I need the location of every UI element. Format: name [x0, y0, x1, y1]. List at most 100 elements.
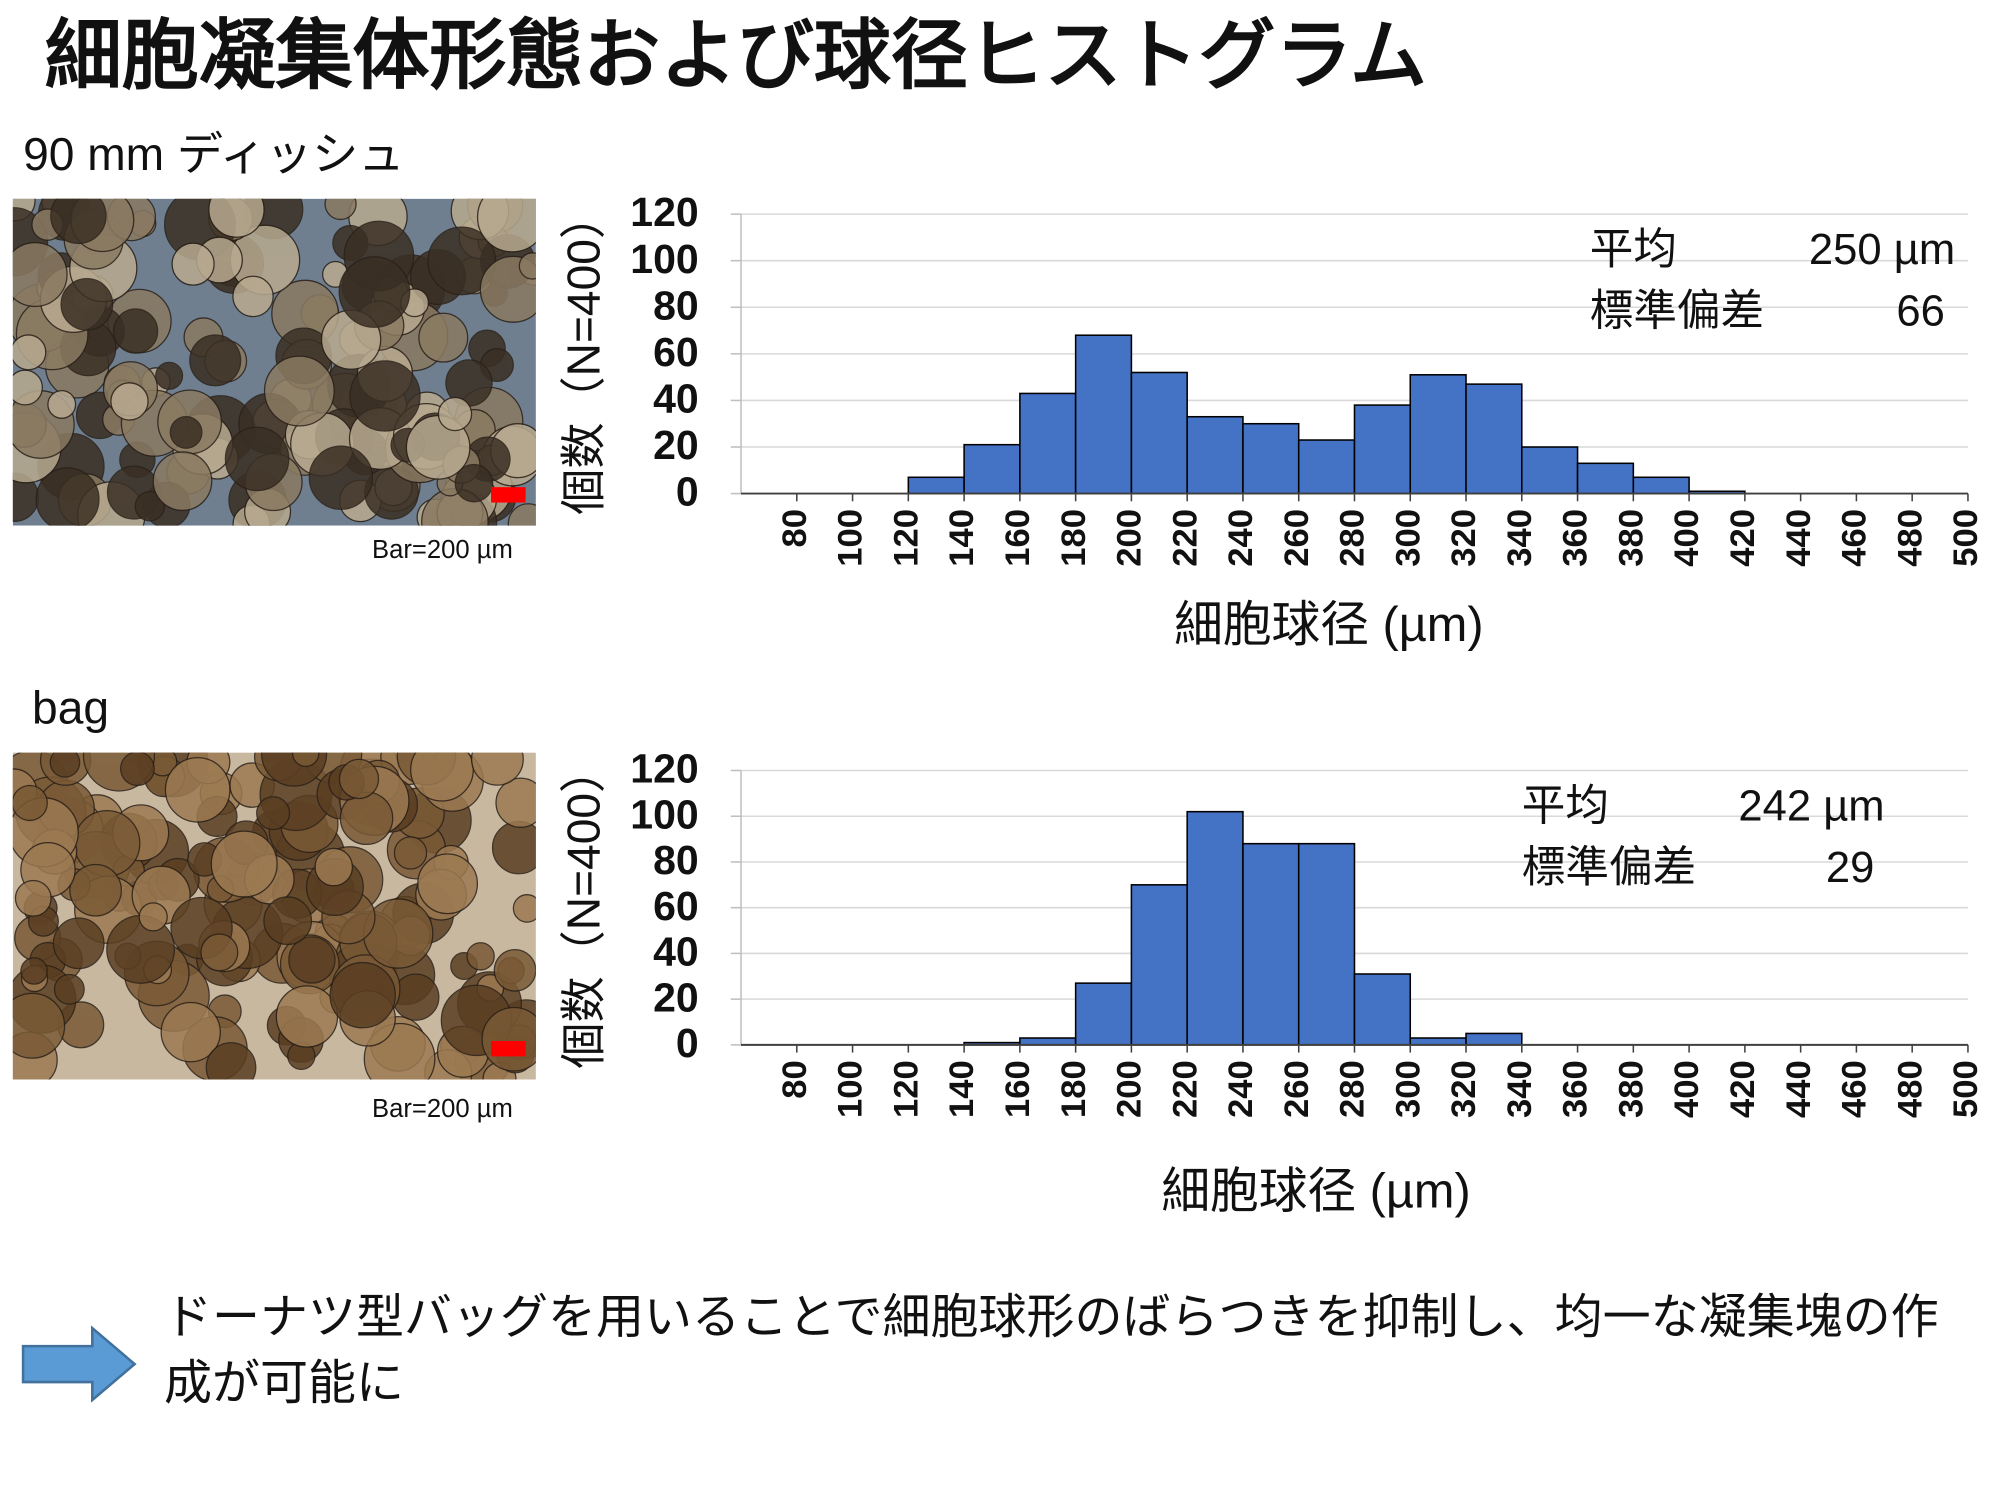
bar — [963, 443, 1021, 495]
cell — [205, 1042, 257, 1080]
cell — [308, 445, 374, 510]
cell — [12, 241, 68, 308]
photo — [12, 198, 536, 526]
cell — [60, 277, 114, 331]
x-tick-label: 80 — [776, 509, 814, 547]
slide-title: 細胞凝集体形態および球径ヒストグラム — [45, 13, 1427, 99]
bar — [1409, 1037, 1467, 1046]
cell — [275, 985, 339, 1048]
scale-bar — [491, 487, 526, 503]
cell — [288, 936, 336, 984]
cell — [291, 752, 320, 768]
x-tick-label: 300 — [1389, 509, 1427, 567]
bar — [1074, 982, 1133, 1046]
cell — [12, 334, 47, 371]
bar — [1186, 810, 1244, 1046]
y-tick-label: 60 — [653, 329, 699, 375]
x-tick-label: 140 — [943, 509, 981, 567]
cell — [495, 777, 536, 828]
cell — [263, 896, 313, 946]
stat-value: 66 — [1896, 288, 1944, 336]
cell — [470, 752, 524, 786]
x-tick-label: 160 — [999, 509, 1037, 567]
cell — [476, 198, 536, 253]
cell — [324, 198, 357, 221]
conclusion: ドーナツ型バッグを用いることで細胞球形のばらつきを抑制し、均一な凝集塊の作成が可… — [164, 1291, 1939, 1410]
bar — [907, 476, 965, 495]
x-tick-label: 400 — [1668, 509, 1706, 567]
bar — [1353, 404, 1412, 495]
cell — [349, 360, 421, 432]
x-tick-label: 380 — [1612, 509, 1650, 567]
cell — [418, 312, 469, 363]
y-tick-label: 40 — [653, 929, 699, 975]
x-tick-label: 420 — [1724, 1060, 1762, 1118]
x-axis-title: 細胞球径 (µm) — [1161, 1165, 1470, 1219]
cell — [171, 242, 215, 286]
bar — [1465, 1032, 1523, 1046]
cell — [14, 879, 52, 917]
x-tick-label: 200 — [1111, 509, 1149, 567]
cell — [224, 426, 290, 492]
cell — [479, 255, 536, 323]
y-axis-title: 個数（N=400） — [557, 193, 609, 515]
cell — [69, 863, 122, 917]
x-tick-label: 320 — [1445, 509, 1483, 567]
cell — [160, 1001, 221, 1063]
y-tick-label: 20 — [653, 422, 699, 468]
cell — [50, 198, 107, 244]
stat-value: 242 µm — [1738, 782, 1884, 830]
scale-bar — [491, 1041, 526, 1057]
cell — [466, 942, 495, 971]
cell — [210, 830, 278, 898]
y-tick-label: 40 — [653, 376, 699, 422]
cell — [110, 382, 149, 421]
photo — [12, 752, 536, 1080]
cell — [12, 992, 66, 1059]
cell — [507, 503, 536, 526]
cell — [52, 917, 105, 970]
x-tick-label: 340 — [1501, 1060, 1539, 1118]
cell — [481, 1006, 536, 1072]
cell — [47, 389, 77, 419]
cell — [189, 334, 242, 387]
cell — [338, 256, 411, 328]
y-tick-label: 120 — [630, 746, 698, 792]
panel-label: bag — [32, 682, 109, 734]
x-tick-label: 380 — [1612, 1060, 1650, 1118]
x-tick-label: 120 — [887, 509, 925, 567]
stat-label: 標準偏差 — [1522, 844, 1696, 892]
cell — [134, 491, 166, 522]
panel-label: 90 mm ディッシュ — [23, 128, 404, 180]
cell — [518, 252, 536, 280]
x-tick-label: 500 — [1947, 1060, 1985, 1118]
cell — [119, 752, 155, 787]
x-tick-label: 460 — [1836, 509, 1874, 567]
x-tick-label: 480 — [1891, 1060, 1929, 1118]
cell — [329, 961, 396, 1029]
scale-caption: Bar=200 µm — [372, 536, 513, 564]
cell — [169, 415, 203, 449]
x-tick-label: 180 — [1055, 1060, 1093, 1118]
cell — [491, 820, 536, 875]
cell — [314, 847, 354, 887]
x-tick-label: 400 — [1668, 1060, 1706, 1118]
cell — [152, 451, 213, 512]
y-tick-label: 0 — [676, 469, 699, 515]
bar — [1297, 842, 1356, 1046]
stat-label: 平均 — [1522, 782, 1609, 830]
cell — [138, 902, 168, 932]
x-tick-label: 500 — [1947, 509, 1985, 567]
cell — [73, 810, 141, 877]
cell — [232, 275, 274, 318]
bar — [1074, 334, 1133, 495]
x-tick-label: 160 — [999, 1060, 1037, 1118]
y-tick-label: 20 — [653, 974, 699, 1020]
cell — [35, 467, 100, 526]
arrow — [21, 1325, 137, 1403]
bar — [1186, 415, 1244, 495]
cell — [256, 796, 291, 831]
y-tick-label: 100 — [630, 236, 698, 282]
cell — [393, 836, 428, 870]
